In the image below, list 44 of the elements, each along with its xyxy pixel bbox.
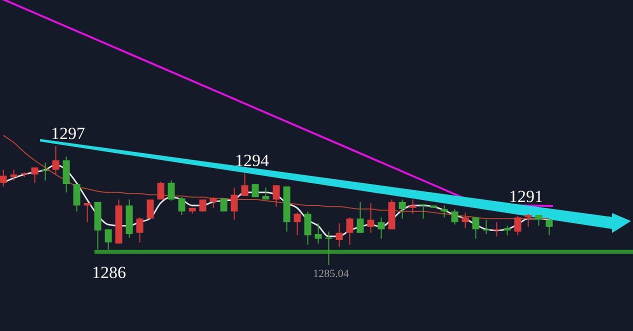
candlestick	[62, 156, 70, 193]
candlestick	[304, 210, 312, 246]
annotation: 1294	[235, 151, 270, 170]
candlestick	[220, 198, 228, 212]
candlestick	[146, 199, 154, 220]
candlestick	[294, 212, 301, 236]
candlestick	[504, 225, 511, 236]
candlestick	[346, 216, 354, 246]
candlestick	[472, 216, 480, 240]
candlestick	[199, 199, 206, 212]
candlestick	[272, 184, 280, 208]
candlestick	[52, 145, 60, 176]
candlestick	[252, 184, 259, 198]
candlestick	[440, 204, 448, 218]
candlestick	[356, 201, 364, 234]
candlestick	[168, 180, 175, 202]
candlestick	[336, 222, 343, 248]
candlestick	[451, 208, 458, 226]
candlestick	[230, 187, 238, 220]
text: 1297	[51, 124, 86, 143]
candlestick	[409, 199, 416, 214]
candlestick	[241, 172, 248, 196]
annotation: 1286	[92, 263, 126, 282]
candlestick	[136, 216, 144, 243]
candlestick	[378, 216, 385, 240]
candlestick	[524, 213, 532, 228]
candlestick	[314, 222, 322, 244]
candlestick	[325, 231, 332, 266]
candlestick	[73, 184, 80, 212]
candlestick	[104, 228, 112, 250]
candlestick	[514, 216, 522, 236]
candlestick	[157, 181, 164, 200]
candlestick	[398, 199, 406, 220]
candlestick	[10, 169, 18, 181]
candlestick	[210, 196, 217, 208]
candlestick	[0, 169, 7, 187]
text: 1285.04	[313, 268, 350, 280]
candlestick	[31, 166, 38, 184]
candlestick	[178, 196, 186, 216]
candlestick	[84, 202, 91, 223]
candlestick	[462, 212, 469, 229]
annotation: 1291	[509, 187, 543, 206]
candlestick	[546, 219, 553, 236]
candlestick	[367, 202, 374, 234]
